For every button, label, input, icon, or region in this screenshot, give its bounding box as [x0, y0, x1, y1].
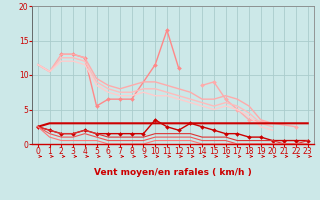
- X-axis label: Vent moyen/en rafales ( km/h ): Vent moyen/en rafales ( km/h ): [94, 168, 252, 177]
